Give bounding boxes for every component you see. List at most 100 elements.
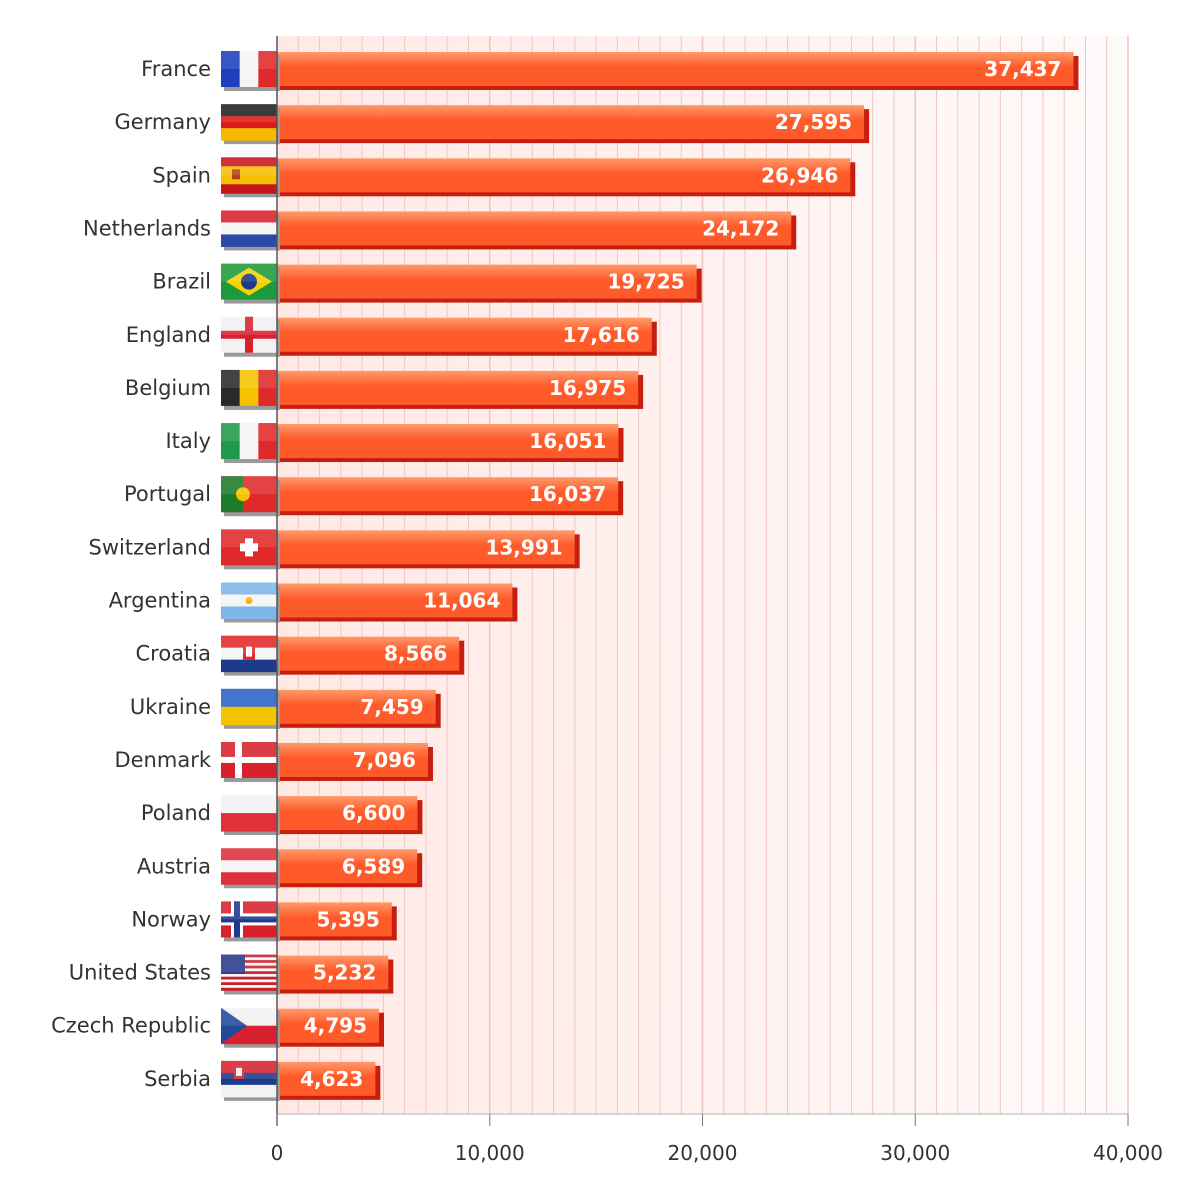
denmark-flag-icon	[221, 741, 280, 782]
bar-face	[277, 849, 418, 884]
ukraine-flag-icon	[221, 688, 280, 729]
bar-france: 37,437	[277, 52, 1079, 90]
value-label: 26,946	[761, 163, 838, 187]
france-flag-icon	[221, 51, 280, 91]
value-label: 37,437	[984, 57, 1061, 81]
x-tick-label: 30,000	[880, 1141, 950, 1165]
switzerland-flag-icon	[221, 529, 280, 570]
country-label: Brazil	[152, 270, 211, 294]
value-label: 7,459	[360, 695, 423, 719]
value-label: 4,623	[300, 1067, 363, 1091]
bar-poland: 6,600	[277, 796, 423, 835]
x-tick-label: 20,000	[668, 1141, 738, 1165]
country-label: Croatia	[136, 642, 212, 666]
bar-face	[277, 317, 652, 352]
bar-serbia: 4,623	[277, 1061, 381, 1100]
country-label: Serbia	[144, 1067, 211, 1091]
country-label: Denmark	[114, 748, 211, 772]
bar-united-states: 5,232	[277, 955, 394, 994]
united-states-flag-icon	[221, 954, 280, 995]
country-label: United States	[69, 961, 211, 985]
bar-face	[277, 636, 460, 671]
bar-face	[277, 689, 436, 724]
country-label: Ukraine	[130, 695, 211, 719]
country-label: Belgium	[125, 376, 211, 400]
serbia-flag-icon	[221, 1060, 280, 1101]
country-label: Norway	[131, 907, 211, 931]
country-label: Switzerland	[89, 535, 212, 559]
value-label: 27,595	[775, 110, 852, 134]
value-label: 5,232	[313, 961, 376, 985]
flags	[221, 51, 280, 1101]
bar-face	[277, 1008, 380, 1043]
value-label: 4,795	[304, 1014, 367, 1038]
country-label: England	[126, 323, 211, 347]
bar-italy: 16,051	[277, 424, 624, 463]
bar-england: 17,616	[277, 317, 657, 356]
brazil-flag-icon	[221, 263, 280, 304]
country-label: Netherlands	[83, 216, 211, 240]
bar-face	[277, 211, 792, 246]
czech-republic-flag-icon	[221, 1007, 280, 1048]
bar-croatia: 8,566	[277, 636, 465, 675]
value-label: 19,725	[607, 270, 684, 294]
england-flag-icon	[221, 316, 280, 357]
x-tick-label: 0	[271, 1141, 284, 1165]
x-axis: 0 10,000 20,000 30,000 40,000	[271, 36, 1163, 1165]
value-label: 24,172	[702, 216, 779, 240]
value-label: 17,616	[563, 323, 640, 347]
x-tick-label: 40,000	[1093, 1141, 1163, 1165]
bar-face	[277, 583, 513, 618]
country-label: Italy	[165, 429, 211, 453]
value-label: 13,991	[485, 535, 562, 559]
bar-face	[277, 158, 851, 193]
country-label: France	[141, 57, 211, 81]
bar-face	[277, 796, 418, 831]
value-label: 6,600	[342, 801, 405, 825]
argentina-flag-icon	[221, 582, 280, 623]
value-label: 5,395	[317, 907, 380, 931]
country-label: Argentina	[109, 589, 211, 613]
country-label: Austria	[137, 854, 211, 878]
value-label: 6,589	[342, 854, 405, 878]
bar-face	[277, 424, 619, 459]
bar-germany: 27,595	[277, 105, 870, 144]
portugal-flag-icon	[221, 476, 280, 517]
bar-spain: 26,946	[277, 158, 856, 197]
country-labels: France Germany Spain Netherlands Brazil Engla…	[51, 57, 212, 1091]
bar-face	[277, 902, 392, 937]
bar-face	[277, 1061, 376, 1096]
spain-flag-icon	[221, 157, 280, 198]
country-label: Portugal	[124, 482, 211, 506]
bar-face	[277, 955, 389, 990]
bars: 37,437 27,595 26,946 24,172 19,725 17,616 16,9…	[277, 52, 1079, 1100]
austria-flag-icon	[221, 848, 280, 889]
value-label: 16,037	[529, 482, 606, 506]
bar-face	[277, 52, 1074, 86]
x-tick-label: 10,000	[455, 1141, 525, 1165]
bar-denmark: 7,096	[277, 742, 433, 781]
bar-netherlands: 24,172	[277, 211, 797, 250]
country-label: Spain	[152, 163, 211, 187]
netherlands-flag-icon	[221, 210, 280, 251]
bar-czech-republic: 4,795	[277, 1008, 385, 1047]
germany-flag-icon	[221, 104, 280, 145]
bar-brazil: 19,725	[277, 264, 702, 303]
bar-face	[277, 477, 619, 512]
belgium-flag-icon	[221, 369, 280, 410]
bar-switzerland: 13,991	[277, 530, 580, 569]
value-label: 16,975	[549, 376, 626, 400]
italy-flag-icon	[221, 423, 280, 464]
bar-argentina: 11,064	[277, 583, 518, 622]
bar-face	[277, 370, 639, 405]
bar-portugal: 16,037	[277, 477, 624, 516]
bar-ukraine: 7,459	[277, 689, 441, 728]
bar-face	[277, 530, 575, 565]
norway-flag-icon	[221, 901, 280, 942]
croatia-flag-icon	[221, 635, 280, 676]
bar-austria: 6,589	[277, 849, 423, 888]
country-label: Poland	[141, 801, 211, 825]
bar-belgium: 16,975	[277, 370, 644, 409]
value-label: 7,096	[353, 748, 416, 772]
